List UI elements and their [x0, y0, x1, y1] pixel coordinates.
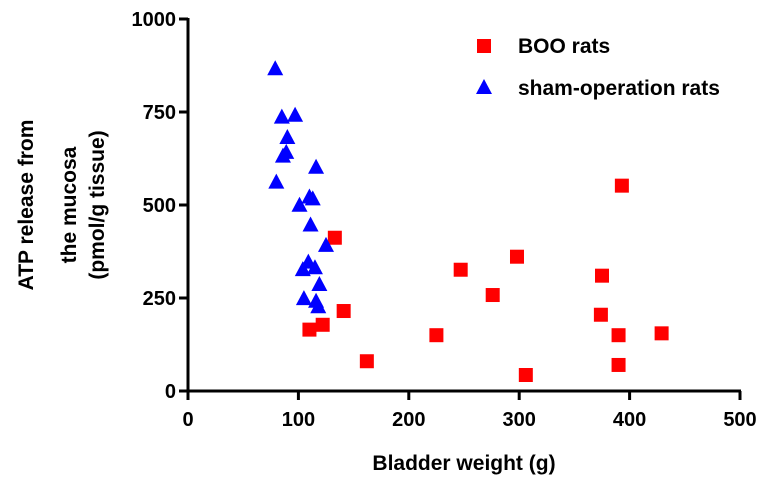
legend-item: sham-operation rats	[476, 77, 720, 100]
legend: BOO rats sham-operation rats	[476, 35, 720, 100]
x-tick-label: 300	[503, 409, 536, 431]
data-point	[311, 275, 328, 291]
x-tick-label: 500	[723, 409, 756, 431]
legend-label: BOO rats	[518, 35, 610, 58]
legend-marker	[476, 79, 492, 94]
data-point	[336, 304, 351, 319]
data-point	[453, 262, 468, 277]
data-point	[315, 317, 330, 332]
y-tick-label: 500	[143, 195, 176, 217]
axes: 0 250 500 750 1000 0 100 200 300 400 500 Bladder we…	[15, 9, 757, 475]
data-point	[268, 173, 285, 189]
y-axis-title-line: ATP release from	[15, 120, 38, 291]
data-point	[287, 106, 304, 122]
data-point	[509, 249, 524, 264]
x-tick-label: 400	[613, 409, 646, 431]
data-point	[359, 354, 374, 369]
legend-item: BOO rats	[477, 35, 610, 58]
data-point	[291, 196, 308, 212]
series-boo-rats	[302, 178, 669, 383]
data-point	[295, 290, 312, 306]
data-point	[611, 357, 626, 372]
data-point	[654, 326, 669, 341]
series-sham-operation-rats	[267, 60, 334, 314]
y-axis-title-line: the mucosa	[58, 146, 81, 263]
data-point	[302, 216, 319, 232]
data-point	[518, 368, 533, 383]
legend-label: sham-operation rats	[518, 77, 720, 100]
data-point	[593, 307, 608, 322]
y-tick-label: 1000	[132, 9, 177, 31]
data-point	[611, 328, 626, 343]
data-point	[614, 178, 629, 193]
data-point	[485, 288, 500, 303]
data-point	[279, 129, 296, 145]
data-point	[429, 328, 444, 343]
x-tick-label: 0	[182, 409, 193, 431]
x-tick-label: 100	[282, 409, 315, 431]
data-point	[273, 108, 290, 124]
y-axis-title-line: (pmol/g tissue)	[86, 130, 109, 279]
legend-marker	[477, 39, 491, 53]
y-tick-label: 0	[165, 381, 176, 403]
data-point	[306, 259, 323, 275]
data-point	[595, 268, 609, 283]
data-point	[308, 158, 325, 174]
data-point	[318, 236, 334, 252]
data-point	[302, 322, 317, 337]
plot-area	[267, 60, 669, 383]
x-tick-label: 200	[392, 409, 425, 431]
y-tick-label: 750	[143, 102, 176, 124]
data-point	[310, 298, 327, 314]
data-point	[278, 143, 295, 159]
x-axis-title: Bladder weight (g)	[372, 452, 555, 475]
data-point	[304, 190, 321, 206]
data-point	[267, 60, 284, 76]
data-point	[327, 230, 342, 245]
y-tick-label: 250	[143, 288, 176, 310]
